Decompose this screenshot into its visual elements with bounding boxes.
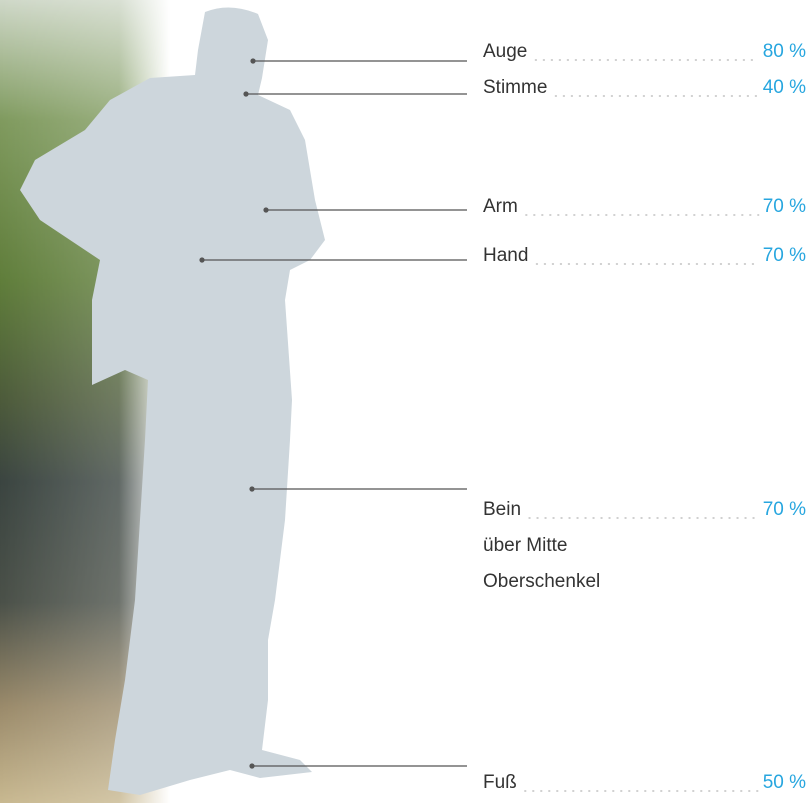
body-part-label: Hand bbox=[483, 245, 528, 266]
pointer-dot bbox=[249, 486, 254, 491]
body-part-label: Stimme bbox=[483, 77, 547, 98]
pointer-dot bbox=[199, 257, 204, 262]
body-part-label: Auge bbox=[483, 41, 527, 62]
pointer-dot bbox=[249, 763, 254, 768]
pointer-dot bbox=[243, 91, 248, 96]
percentage: 40 % bbox=[763, 77, 806, 98]
percentage: 50 % bbox=[763, 772, 806, 793]
percentage: 70 % bbox=[763, 245, 806, 266]
body-part-label: Bein bbox=[483, 499, 521, 520]
percentage: 70 % bbox=[763, 499, 806, 520]
label-note: Oberschenkel bbox=[483, 571, 600, 592]
body-part-label: Fuß bbox=[483, 772, 517, 793]
pointer-dot bbox=[250, 58, 255, 63]
percentage: 70 % bbox=[763, 196, 806, 217]
label-note: über Mitte bbox=[483, 535, 567, 556]
body-part-label: Arm bbox=[483, 196, 518, 217]
infographic: Auge 80 % Stimme 40 % Arm 70 % Hand 70 % Bein 70 … bbox=[0, 0, 811, 803]
page: Auge 80 % Stimme 40 % Arm 70 % Hand 70 % Bein 70 … bbox=[0, 0, 811, 803]
percentage: 80 % bbox=[763, 41, 806, 62]
pointer-dot bbox=[263, 207, 268, 212]
